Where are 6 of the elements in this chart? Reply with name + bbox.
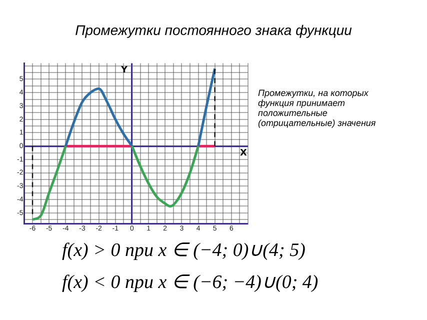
text: f(x) > 0 при x ∈ (−4; 0)∪(4; 5) xyxy=(62,239,306,262)
text: Промежутки, на которых функция принимает положительные (отрицательные) значения xyxy=(258,88,377,128)
chart-title: Промежутки постоянного знака функции xyxy=(74,22,353,38)
x-axis-title: X xyxy=(240,148,248,158)
text: f(x) < 0 при x ∈ (−6; −4)∪(0; 4) xyxy=(62,271,318,294)
y-axis-title: Y xyxy=(120,66,128,76)
